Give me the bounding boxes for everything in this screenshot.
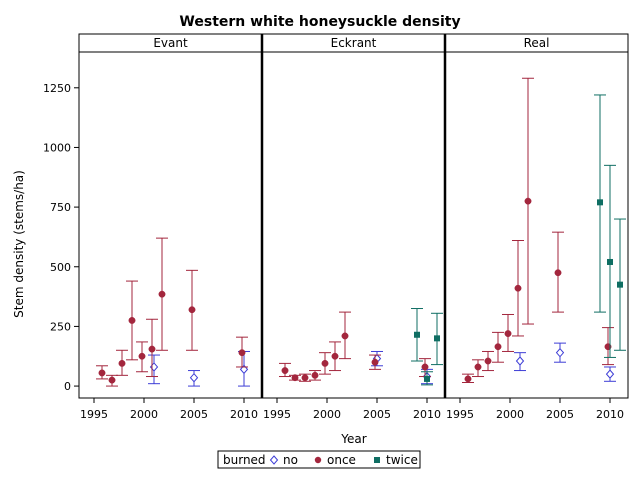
chart-title: Western white honeysuckle density bbox=[179, 14, 460, 30]
data-point-once bbox=[484, 357, 492, 365]
data-point-once bbox=[554, 269, 562, 277]
x-tick-label: 2000 bbox=[496, 408, 524, 421]
legend-title: burned bbox=[223, 453, 266, 467]
data-point-once bbox=[301, 374, 309, 382]
x-tick-label: 2005 bbox=[180, 408, 208, 421]
panel-header-label: Evant bbox=[153, 36, 188, 50]
data-point-once bbox=[98, 369, 106, 377]
data-point-twice bbox=[414, 331, 420, 338]
y-tick-label: 0 bbox=[64, 380, 71, 393]
data-point-once bbox=[138, 352, 146, 360]
data-point-once bbox=[341, 332, 349, 340]
data-point-once bbox=[311, 371, 319, 379]
data-point-once bbox=[494, 343, 502, 351]
panel-evant: Evant 1995 2000 2005 2010 bbox=[78, 33, 263, 421]
x-tick-label: 2010 bbox=[230, 408, 258, 421]
data-point-once bbox=[128, 316, 136, 324]
data-point-once bbox=[421, 363, 429, 371]
data-point-no bbox=[605, 369, 615, 379]
x-tick-label: 2000 bbox=[313, 408, 341, 421]
legend-marker-twice bbox=[374, 457, 380, 463]
panel-real: Real 1995 2000 2005 2010 bbox=[444, 33, 629, 421]
y-axis: 0 250 500 750 1000 1250 bbox=[43, 82, 79, 393]
y-axis-label: Stem density (stems/ha) bbox=[12, 170, 26, 318]
data-point-no bbox=[189, 372, 199, 383]
panel-frame bbox=[78, 51, 263, 399]
data-point-no bbox=[555, 347, 565, 358]
y-tick-label: 500 bbox=[50, 261, 71, 274]
data-point-once bbox=[371, 358, 379, 366]
x-tick-label: 2010 bbox=[413, 408, 441, 421]
data-point-once bbox=[158, 290, 166, 298]
data-point-once bbox=[474, 363, 482, 371]
x-tick-label: 2005 bbox=[363, 408, 391, 421]
y-tick-label: 1000 bbox=[43, 141, 71, 154]
panel-header-label: Eckrant bbox=[331, 36, 377, 50]
data-point-twice bbox=[434, 335, 440, 342]
data-point-once bbox=[514, 284, 522, 292]
data-point-once bbox=[321, 359, 329, 367]
data-point-once bbox=[331, 352, 339, 360]
panel-header-label: Real bbox=[524, 36, 550, 50]
y-tick-label: 250 bbox=[50, 320, 71, 333]
data-point-twice bbox=[424, 375, 430, 382]
data-point-no bbox=[515, 356, 525, 366]
x-tick-label: 2005 bbox=[546, 408, 574, 421]
legend-label-once: once bbox=[327, 453, 356, 467]
legend-label-no: no bbox=[283, 453, 298, 467]
data-point-once bbox=[108, 376, 116, 384]
y-tick-label: 1250 bbox=[43, 82, 71, 95]
data-point-once bbox=[148, 345, 156, 353]
x-tick-label: 1995 bbox=[263, 408, 291, 421]
panel-frame bbox=[444, 51, 629, 399]
x-tick-label: 1995 bbox=[446, 408, 474, 421]
data-point-twice bbox=[597, 199, 603, 206]
y-tick-label: 750 bbox=[50, 201, 71, 214]
data-point-once bbox=[118, 359, 126, 367]
data-point-once bbox=[291, 374, 299, 382]
panel-eckrant: Eckrant 1995 2000 2005 2010 bbox=[261, 33, 446, 421]
data-point-twice bbox=[617, 281, 623, 288]
x-tick-label: 1995 bbox=[80, 408, 108, 421]
legend: burned no once twice bbox=[217, 450, 421, 469]
data-point-once bbox=[238, 349, 246, 357]
data-point-once bbox=[464, 375, 472, 383]
x-tick-label: 2010 bbox=[596, 408, 624, 421]
legend-marker-no bbox=[269, 455, 279, 465]
data-point-once bbox=[524, 197, 532, 205]
legend-marker-once bbox=[314, 456, 322, 464]
data-point-once bbox=[188, 306, 196, 314]
data-point-once bbox=[281, 367, 289, 375]
data-point-twice bbox=[607, 258, 613, 265]
x-axis-label: Year bbox=[340, 432, 366, 446]
panels: Evant 1995 2000 2005 2010 Eckrant 1995 2000 2005… bbox=[78, 33, 629, 421]
legend-label-twice: twice bbox=[386, 453, 418, 467]
x-tick-label: 2000 bbox=[130, 408, 158, 421]
data-point-once bbox=[504, 330, 512, 338]
panel-frame bbox=[261, 51, 446, 399]
